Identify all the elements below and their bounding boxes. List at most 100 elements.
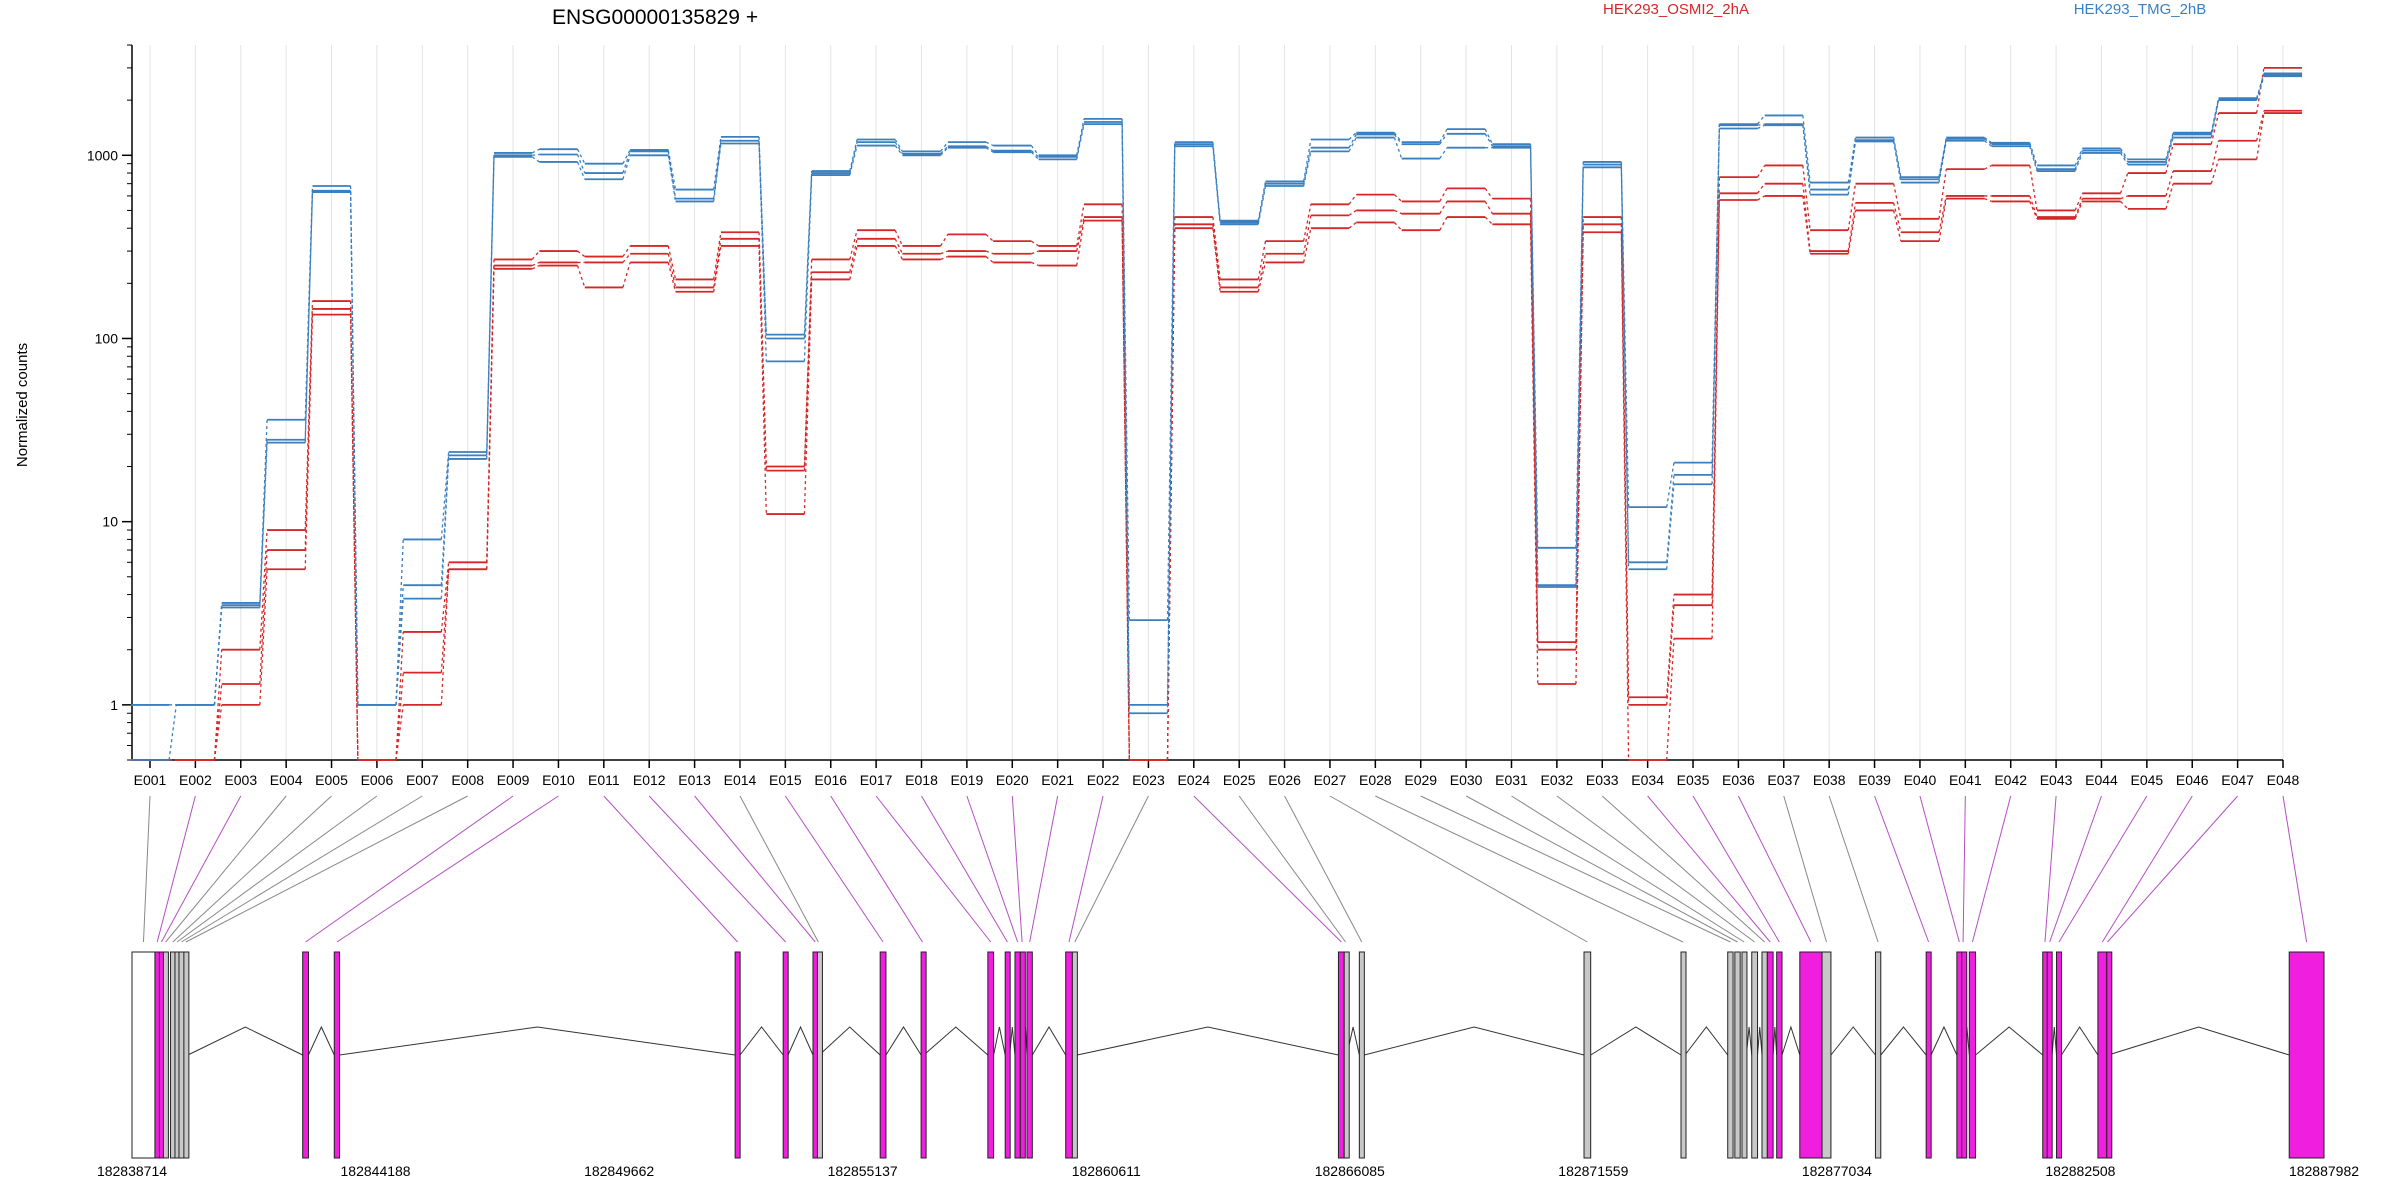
series-connector — [894, 238, 904, 255]
exon-connectors — [142, 795, 2308, 943]
x-tick-label-e027: E027 — [1314, 772, 1347, 788]
series-connector — [2074, 201, 2084, 220]
series-connector — [2256, 110, 2265, 141]
series-connector — [1439, 128, 1448, 143]
series-connector — [1439, 133, 1448, 145]
series-connector — [1030, 150, 1040, 158]
series-connector — [1212, 228, 1221, 292]
series-connector — [2210, 98, 2220, 135]
connector-e015 — [784, 795, 884, 943]
exon-e015 — [879, 951, 887, 1159]
x-tick-label-e019: E019 — [951, 772, 984, 788]
series-connector — [1302, 215, 1312, 254]
series-connector — [1847, 141, 1857, 195]
x-tick-label-e006: E006 — [361, 772, 394, 788]
series-connector — [1076, 123, 1085, 160]
exon-e008 — [183, 951, 190, 1159]
series-connector — [894, 229, 904, 247]
connector-e024 — [1193, 795, 1342, 943]
series-connector — [1257, 262, 1267, 292]
series-connector — [667, 253, 677, 288]
y-tick-label-1000: 1000 — [87, 147, 118, 163]
series-hek293-osmi2-2ha-middle — [130, 109, 2303, 761]
series-connector — [2120, 195, 2129, 200]
series-connector — [1983, 137, 1993, 144]
x-tick-label-e033: E033 — [1586, 772, 1619, 788]
series-connector — [849, 230, 858, 260]
connector-e041 — [1962, 795, 1966, 943]
series-connector — [1030, 240, 1039, 247]
exon-e018 — [1004, 951, 1011, 1159]
x-tick-label-e005: E005 — [315, 772, 348, 788]
series-connector — [894, 139, 904, 152]
intron-line — [1975, 1026, 2044, 1056]
coord-label-182838714: 182838714 — [97, 1163, 167, 1179]
series-connector — [1030, 151, 1040, 160]
x-tick-label-e031: E031 — [1495, 772, 1528, 788]
series-connector — [1484, 201, 1493, 215]
series-connector — [1393, 134, 1403, 145]
genomic-coordinates: 182838714 182844188 182849662 182855137 1828… — [97, 1163, 2359, 1179]
connector-e004 — [165, 795, 287, 943]
series-connector — [1076, 220, 1085, 266]
series-connector — [349, 314, 359, 761]
series-connector — [1529, 147, 1539, 587]
intron-line — [339, 1026, 736, 1056]
series-connector — [1348, 137, 1357, 152]
grid-lines — [149, 45, 2284, 760]
intron-line — [818, 1026, 881, 1056]
series-connector — [1711, 128, 1720, 485]
series-connector — [1847, 210, 1857, 254]
connector-e048 — [2282, 795, 2308, 943]
connector-e039 — [1874, 795, 1930, 943]
series-connector — [1348, 209, 1357, 216]
series-connector — [259, 550, 268, 685]
intron-line — [1880, 1026, 1927, 1056]
exon-e038 — [1874, 951, 1882, 1159]
series-connector — [440, 569, 450, 705]
series-connector — [622, 149, 631, 164]
x-tick-label-e002: E002 — [179, 772, 212, 788]
series-connector — [2165, 134, 2174, 163]
series-connector — [1575, 167, 1584, 587]
connector-e031 — [1511, 795, 1745, 943]
series-connector — [531, 148, 540, 154]
exon-e036 — [1799, 951, 1823, 1159]
series-connector — [1166, 228, 1176, 761]
intron-line — [2060, 1026, 2099, 1056]
legend-item-hek293-osmi2-2ha: HEK293_OSMI2_2hA — [1603, 1, 1749, 18]
series-connector — [2074, 193, 2084, 211]
connector-e030 — [1465, 795, 1738, 943]
series-connector — [1439, 147, 1448, 159]
series-connector — [486, 268, 495, 570]
x-tick-label-e034: E034 — [1631, 772, 1664, 788]
x-tick-label-e048: E048 — [2267, 772, 2300, 788]
series-connector — [1666, 638, 1675, 761]
series-connector — [1847, 137, 1857, 183]
x-tick-label-e025: E025 — [1223, 772, 1256, 788]
x-tick-label-e038: E038 — [1813, 772, 1846, 788]
series-connector — [1757, 123, 1765, 126]
exon-e029 — [1727, 951, 1734, 1159]
intron-line — [2107, 1026, 2290, 1056]
series-connector — [1802, 165, 1811, 231]
series-connector — [894, 145, 903, 156]
coord-label-182860611: 182860611 — [1072, 1163, 1141, 1179]
series-connector — [1212, 144, 1221, 223]
connector-e034 — [1647, 795, 1771, 943]
series-connector — [622, 262, 631, 288]
series-connector — [2119, 172, 2129, 194]
x-tick-label-e021: E021 — [1041, 772, 1074, 788]
series-connector — [2210, 140, 2220, 172]
connector-e029 — [1420, 795, 1731, 943]
connector-e023 — [1074, 795, 1149, 943]
series-connector — [2119, 150, 2129, 163]
series-connector — [531, 261, 540, 267]
series-connector — [985, 233, 994, 242]
series-connector — [304, 314, 314, 570]
series-connector — [622, 245, 631, 257]
series-connector — [894, 141, 904, 155]
coord-label-182882508: 182882508 — [2045, 1163, 2115, 1179]
series-connector — [2119, 152, 2129, 165]
series-connector — [1892, 183, 1902, 219]
